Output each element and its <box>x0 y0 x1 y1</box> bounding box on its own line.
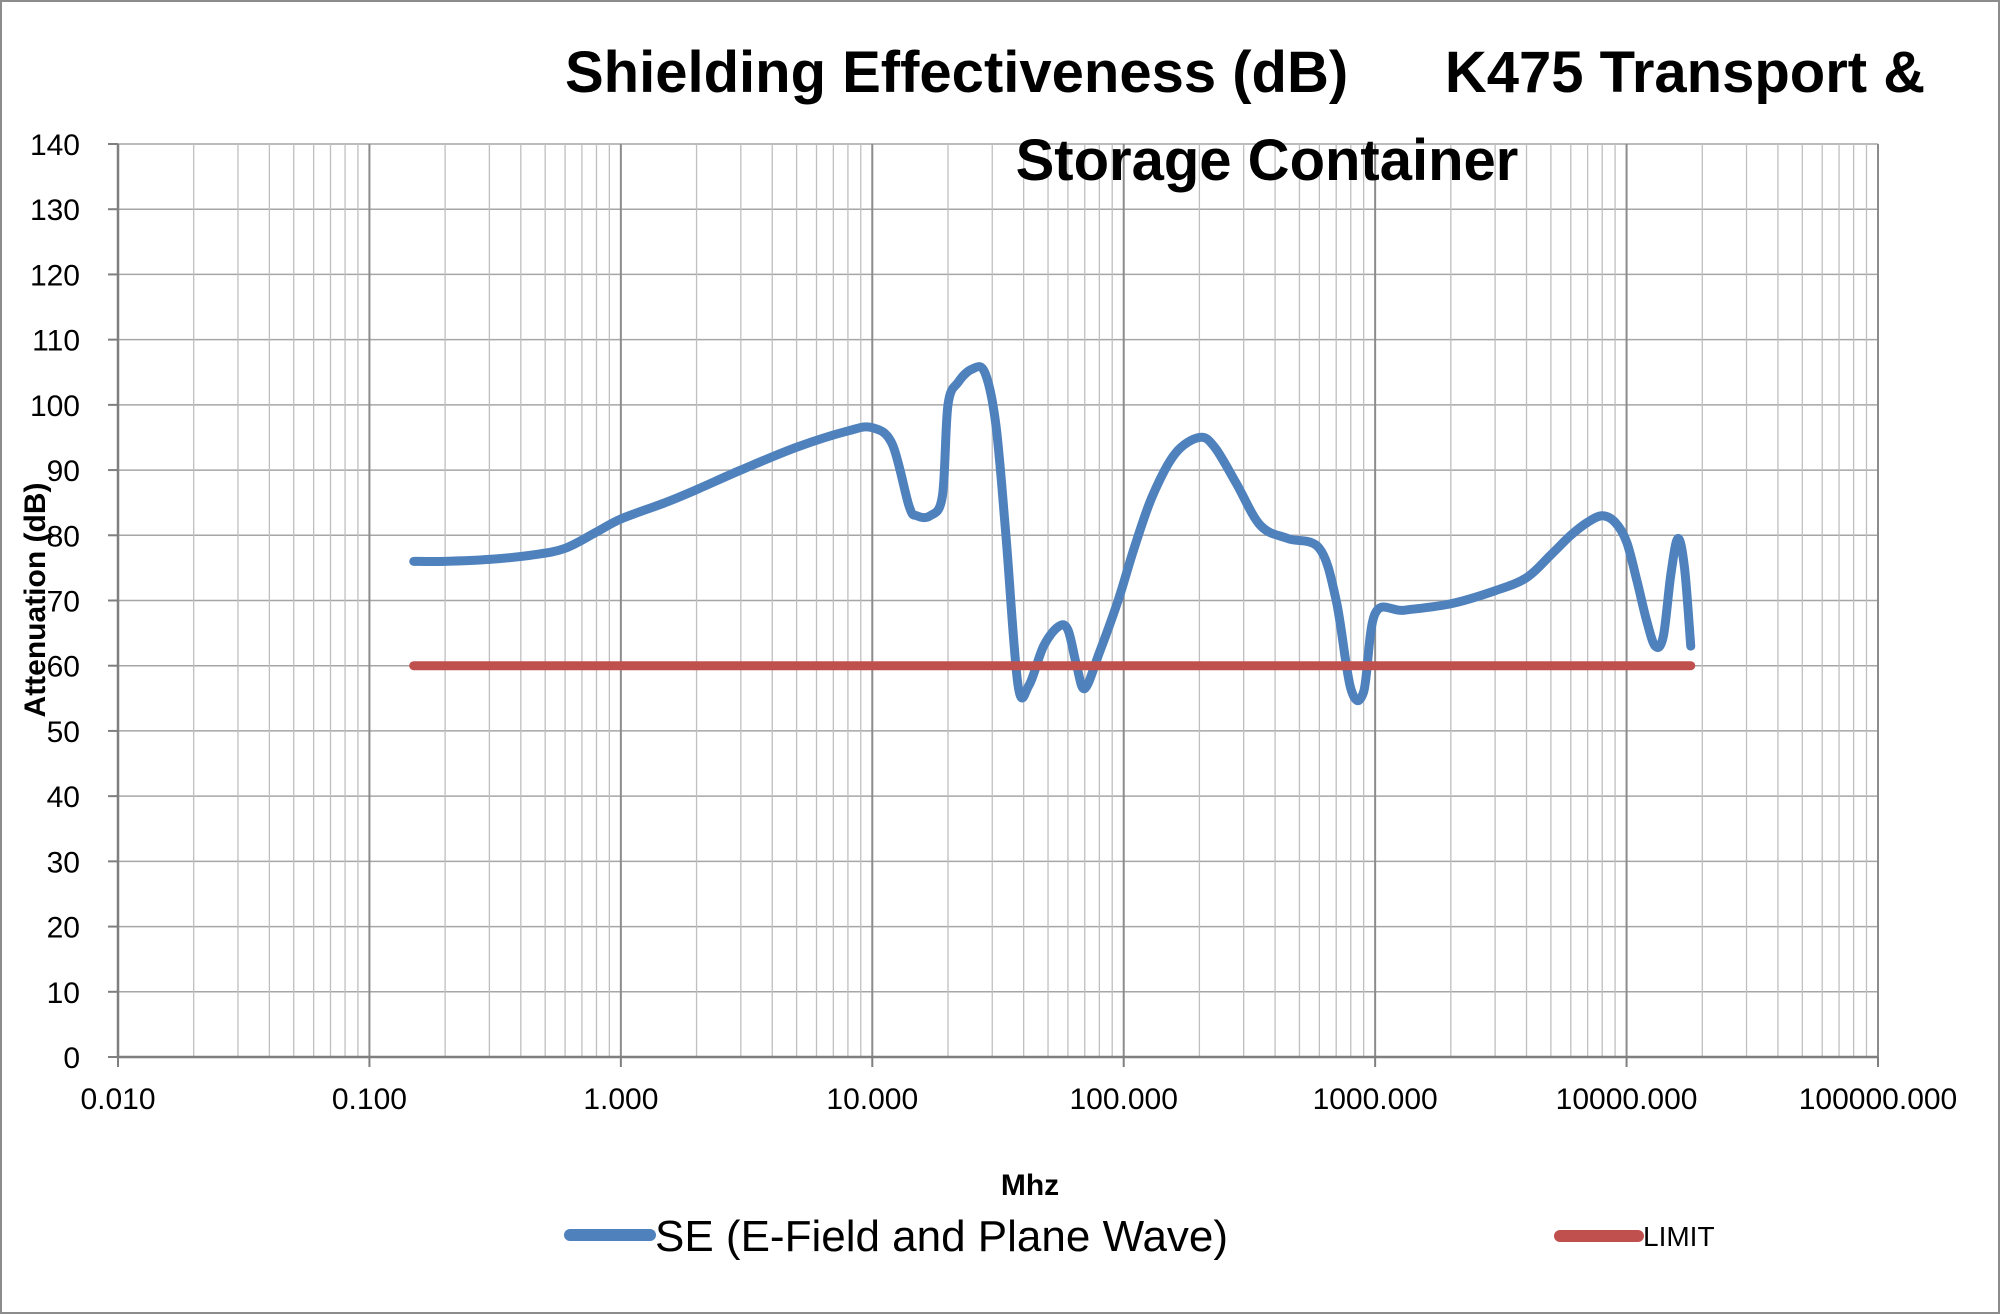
x-tick-label: 0.010 <box>80 1083 155 1116</box>
y-tick-label: 140 <box>30 129 80 162</box>
series-line-se <box>409 362 1696 706</box>
chart-title-line2: Storage Container <box>1016 128 1519 193</box>
y-tick-label: 110 <box>32 325 80 358</box>
y-tick-label: 80 <box>47 520 80 553</box>
y-tick-label: 50 <box>47 716 80 749</box>
y-tick-label: 20 <box>47 912 80 945</box>
y-tick-label: 30 <box>47 846 80 879</box>
y-tick-label: 120 <box>30 259 80 292</box>
chart-title-line1: Shielding Effectiveness (dB) K475 Transp… <box>565 40 1925 105</box>
x-tick-label: 1.000 <box>583 1083 658 1116</box>
axes <box>108 143 1879 1067</box>
legend-label-limit: LIMIT <box>1643 1221 1715 1252</box>
x-tick-label: 1000.000 <box>1313 1083 1438 1116</box>
x-tick-label: 10000.000 <box>1556 1083 1698 1116</box>
y-tick-label: 0 <box>63 1042 80 1075</box>
legend-label-se: SE (E-Field and Plane Wave) <box>655 1212 1228 1261</box>
grid-lines <box>117 143 1879 1058</box>
y-tick-label: 100 <box>30 390 80 423</box>
y-tick-label: 60 <box>47 651 80 684</box>
y-tick-label: 70 <box>47 586 80 619</box>
y-tick-label: 130 <box>30 194 80 227</box>
labels: Shielding Effectiveness (dB) K475 Transp… <box>19 40 1925 1202</box>
series-lines <box>409 362 1696 706</box>
legend: SE (E-Field and Plane Wave) LIMIT <box>564 1212 1715 1261</box>
y-axis-title: Attenuation (dB) <box>19 483 52 718</box>
y-tick-label: 40 <box>47 781 80 814</box>
x-tick-label: 10.000 <box>826 1083 918 1116</box>
tick-labels: 0 10 20 30 40 50 60 70 80 90 100 110 120 130 140 0.010 0… <box>30 129 1957 1116</box>
x-tick-label: 100000.000 <box>1799 1083 1958 1116</box>
y-tick-label: 10 <box>47 977 80 1010</box>
x-tick-label: 0.100 <box>332 1083 407 1116</box>
x-tick-label: 100.000 <box>1069 1083 1177 1116</box>
y-tick-label: 90 <box>47 455 80 488</box>
x-axis-title: Mhz <box>1001 1169 1059 1202</box>
